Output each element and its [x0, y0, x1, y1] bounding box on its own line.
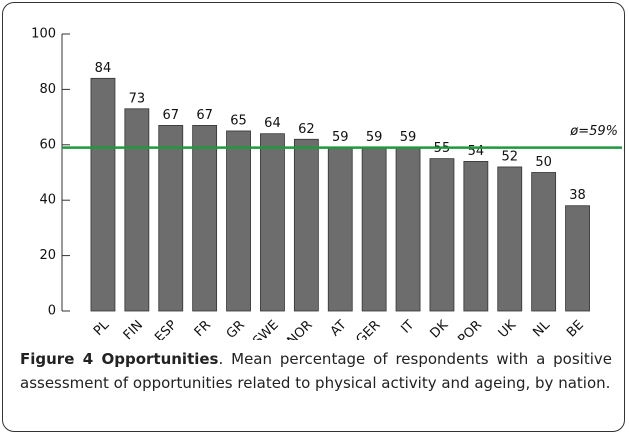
bar	[158, 125, 184, 312]
value-label: 52	[501, 149, 518, 164]
x-tick-label: GER	[354, 318, 384, 340]
y-tick-label: 20	[39, 248, 56, 263]
chart: 0 20 40 60 80 100 84 PL 73 FIN 67 ESP 67 FR 65 GR 64 SWE 6…	[31, 27, 622, 340]
bar	[293, 138, 319, 312]
value-label: 54	[468, 144, 485, 159]
value-label: 84	[95, 61, 112, 76]
bar	[497, 166, 523, 312]
y-tick-label: 80	[39, 82, 56, 97]
value-label: 73	[129, 91, 146, 106]
reference-label: ø=59%	[569, 124, 618, 139]
value-label: 67	[196, 108, 213, 123]
y-tick-label: 60	[39, 137, 56, 152]
bar	[90, 77, 116, 312]
x-tick-label: NL	[530, 317, 553, 340]
bar	[192, 125, 218, 312]
bar	[531, 172, 557, 312]
value-label: 65	[230, 113, 247, 128]
caption-text: . Mean percentage of respondents with a …	[20, 350, 612, 392]
y-tick-label: 0	[48, 304, 56, 319]
x-tick-label: GR	[224, 318, 248, 340]
x-tick-label: PL	[91, 317, 113, 339]
bar	[565, 205, 590, 312]
value-label: 64	[264, 116, 281, 131]
bar	[429, 158, 455, 312]
value-label: 62	[298, 122, 315, 137]
x-tick-label: IT	[398, 318, 417, 337]
bar	[226, 130, 251, 312]
value-label: 59	[400, 130, 417, 145]
x-tick-label: ESP	[152, 318, 180, 340]
bar	[361, 147, 387, 312]
figure-frame	[2, 2, 625, 432]
x-tick-label: AT	[328, 318, 350, 340]
x-tick-label: DK	[428, 317, 452, 340]
bar	[395, 147, 421, 312]
value-label: 59	[332, 130, 349, 145]
x-tick-label: FR	[192, 318, 214, 340]
caption-label: Figure 4 Opportunities	[20, 350, 219, 368]
x-tick-label: UK	[496, 317, 520, 340]
x-tick-label: FIN	[121, 318, 146, 340]
value-label: 67	[162, 108, 179, 123]
value-label: 38	[569, 188, 586, 203]
x-tick-label: SWE	[250, 318, 281, 340]
x-tick-label: POR	[455, 318, 485, 340]
x-tick-label: BE	[564, 318, 587, 340]
bar	[260, 133, 285, 312]
caption: Figure 4 Opportunities. Mean percentage …	[20, 347, 612, 395]
y-tick-label: 40	[39, 193, 56, 208]
y-tick-label: 100	[31, 27, 56, 42]
bar	[327, 147, 353, 312]
x-tick-label: NOR	[285, 318, 316, 340]
bar	[463, 161, 489, 312]
value-label: 59	[366, 130, 383, 145]
value-label: 50	[535, 155, 552, 170]
bar	[124, 108, 150, 312]
